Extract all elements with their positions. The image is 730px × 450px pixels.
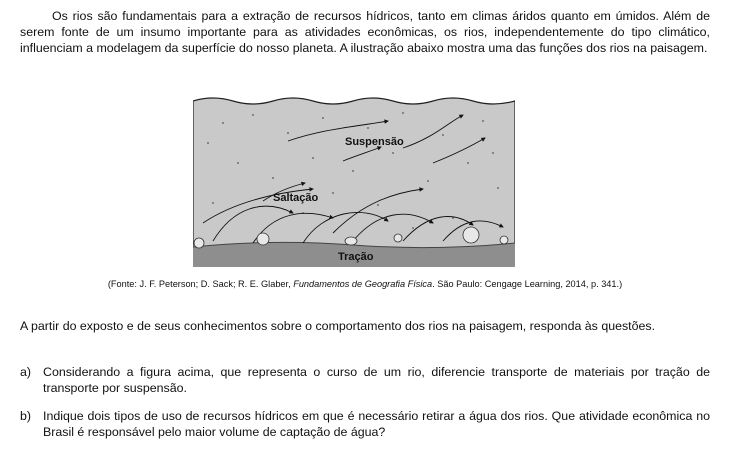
question-text: Indique dois tipos de uso de recursos hí…	[43, 409, 710, 439]
question-a: a) Considerando a figura acima, que repr…	[20, 364, 710, 396]
suspended-particles	[207, 112, 499, 229]
question-b: b) Indique dois tipos de uso de recursos…	[20, 408, 710, 440]
intro-paragraph: Os rios são fundamentais para a extração…	[20, 9, 710, 55]
river-bed	[193, 242, 515, 267]
water-body	[193, 97, 515, 252]
question-letter: a)	[20, 365, 32, 379]
label-suspension: Suspensão	[345, 136, 404, 148]
question-text: Considerando a figura acima, que represe…	[43, 365, 710, 395]
traction-boulders	[193, 226, 509, 249]
instruction-paragraph: A partir do exposto e de seus conhecimen…	[20, 319, 656, 333]
label-traction: Tração	[338, 251, 374, 263]
question-letter: b)	[20, 409, 32, 423]
suspension-arrows	[287, 114, 486, 164]
figure-caption: (Fonte: J. F. Peterson; D. Sack; R. E. G…	[107, 279, 623, 289]
river-transport-figure: Suspensão Saltação Tração	[193, 97, 515, 267]
label-saltation: Saltação	[273, 192, 319, 204]
